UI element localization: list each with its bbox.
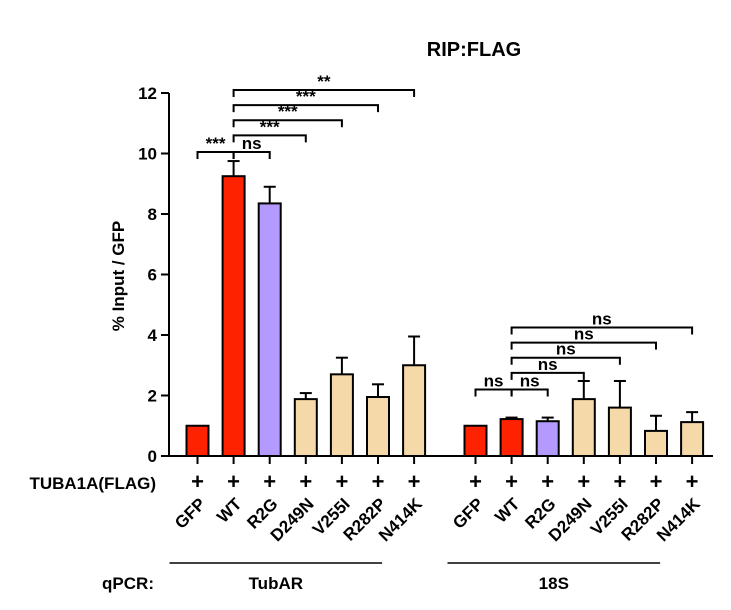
y-tick-label: 12 (138, 84, 157, 103)
row-label: TUBA1A(FLAG) (29, 474, 156, 493)
x-tick-label: GFP (171, 494, 209, 532)
y-tick-label: 6 (148, 266, 157, 285)
significance-bracket (510, 341, 657, 350)
chart-title: RIP:FLAG (427, 39, 521, 61)
significance-label: ** (317, 72, 331, 91)
bar-tubar-d249n (293, 398, 318, 458)
flag-plus-marker: + (299, 469, 312, 494)
bar-18s-v255i (607, 406, 632, 458)
y-axis-label: % Input / GFP (109, 221, 128, 332)
bar-tubar-gfp (185, 424, 210, 457)
x-tick-label: GFP (449, 494, 487, 532)
bar-tubar-n414k (402, 364, 427, 457)
significance-label: *** (296, 87, 316, 106)
significance-label: ns (242, 134, 262, 153)
significance-label: *** (278, 102, 298, 121)
bar-18s-r2g (535, 420, 560, 457)
flag-plus-marker: + (227, 469, 240, 494)
flag-plus-marker: + (686, 469, 699, 494)
flag-plus-marker: + (191, 469, 204, 494)
bar-18s-r282p (644, 429, 668, 457)
y-tick-label: 8 (148, 205, 157, 224)
significance-label: ns (538, 355, 558, 374)
significance-bracket (510, 371, 585, 380)
bar-18s-wt (499, 418, 524, 457)
significance-bracket (510, 388, 549, 397)
significance-label: ns (484, 371, 504, 390)
bar-tubar-wt (221, 175, 246, 457)
significance-label: ns (592, 309, 612, 328)
significance-label: *** (260, 117, 280, 136)
flag-plus-marker: + (372, 469, 385, 494)
significance-bracket (232, 119, 343, 128)
group-label: 18S (539, 574, 569, 593)
significance-bracket (232, 88, 416, 97)
qpcr-label: qPCR: (102, 574, 154, 593)
bar-tubar-r2g (257, 202, 282, 457)
x-tick-label: WT (213, 494, 246, 527)
y-tick-label: 2 (148, 387, 157, 406)
y-tick-label: 0 (148, 447, 157, 466)
flag-plus-marker: + (541, 469, 554, 494)
flag-plus-marker: + (577, 469, 590, 494)
y-tick-label: 4 (148, 326, 158, 345)
significance-bracket (232, 134, 307, 143)
significance-bracket (232, 104, 379, 113)
flag-plus-marker: + (335, 469, 348, 494)
significance-label: ns (556, 340, 576, 359)
significance-label: ns (574, 325, 594, 344)
significance-label: *** (206, 134, 226, 153)
significance-bracket (510, 326, 694, 335)
significance-bracket (474, 388, 513, 397)
significance-bracket (232, 150, 271, 159)
significance-label: ns (520, 371, 540, 390)
flag-plus-marker: + (613, 469, 626, 494)
significance-bracket (196, 150, 235, 159)
flag-plus-marker: + (408, 469, 421, 494)
bar-tubar-v255i (329, 373, 354, 458)
significance-bracket (510, 356, 621, 365)
flag-plus-marker: + (469, 469, 482, 494)
x-tick-label: WT (491, 494, 524, 527)
flag-plus-marker: + (505, 469, 518, 494)
y-tick-label: 10 (138, 145, 157, 164)
group-label: TubAR (249, 574, 303, 593)
bar-18s-gfp (463, 424, 488, 457)
bar-18s-d249n (571, 398, 596, 458)
flag-plus-marker: + (263, 469, 276, 494)
bar-tubar-r282p (366, 396, 390, 458)
flag-plus-marker: + (650, 469, 663, 494)
bar-18s-n414k (680, 421, 705, 457)
